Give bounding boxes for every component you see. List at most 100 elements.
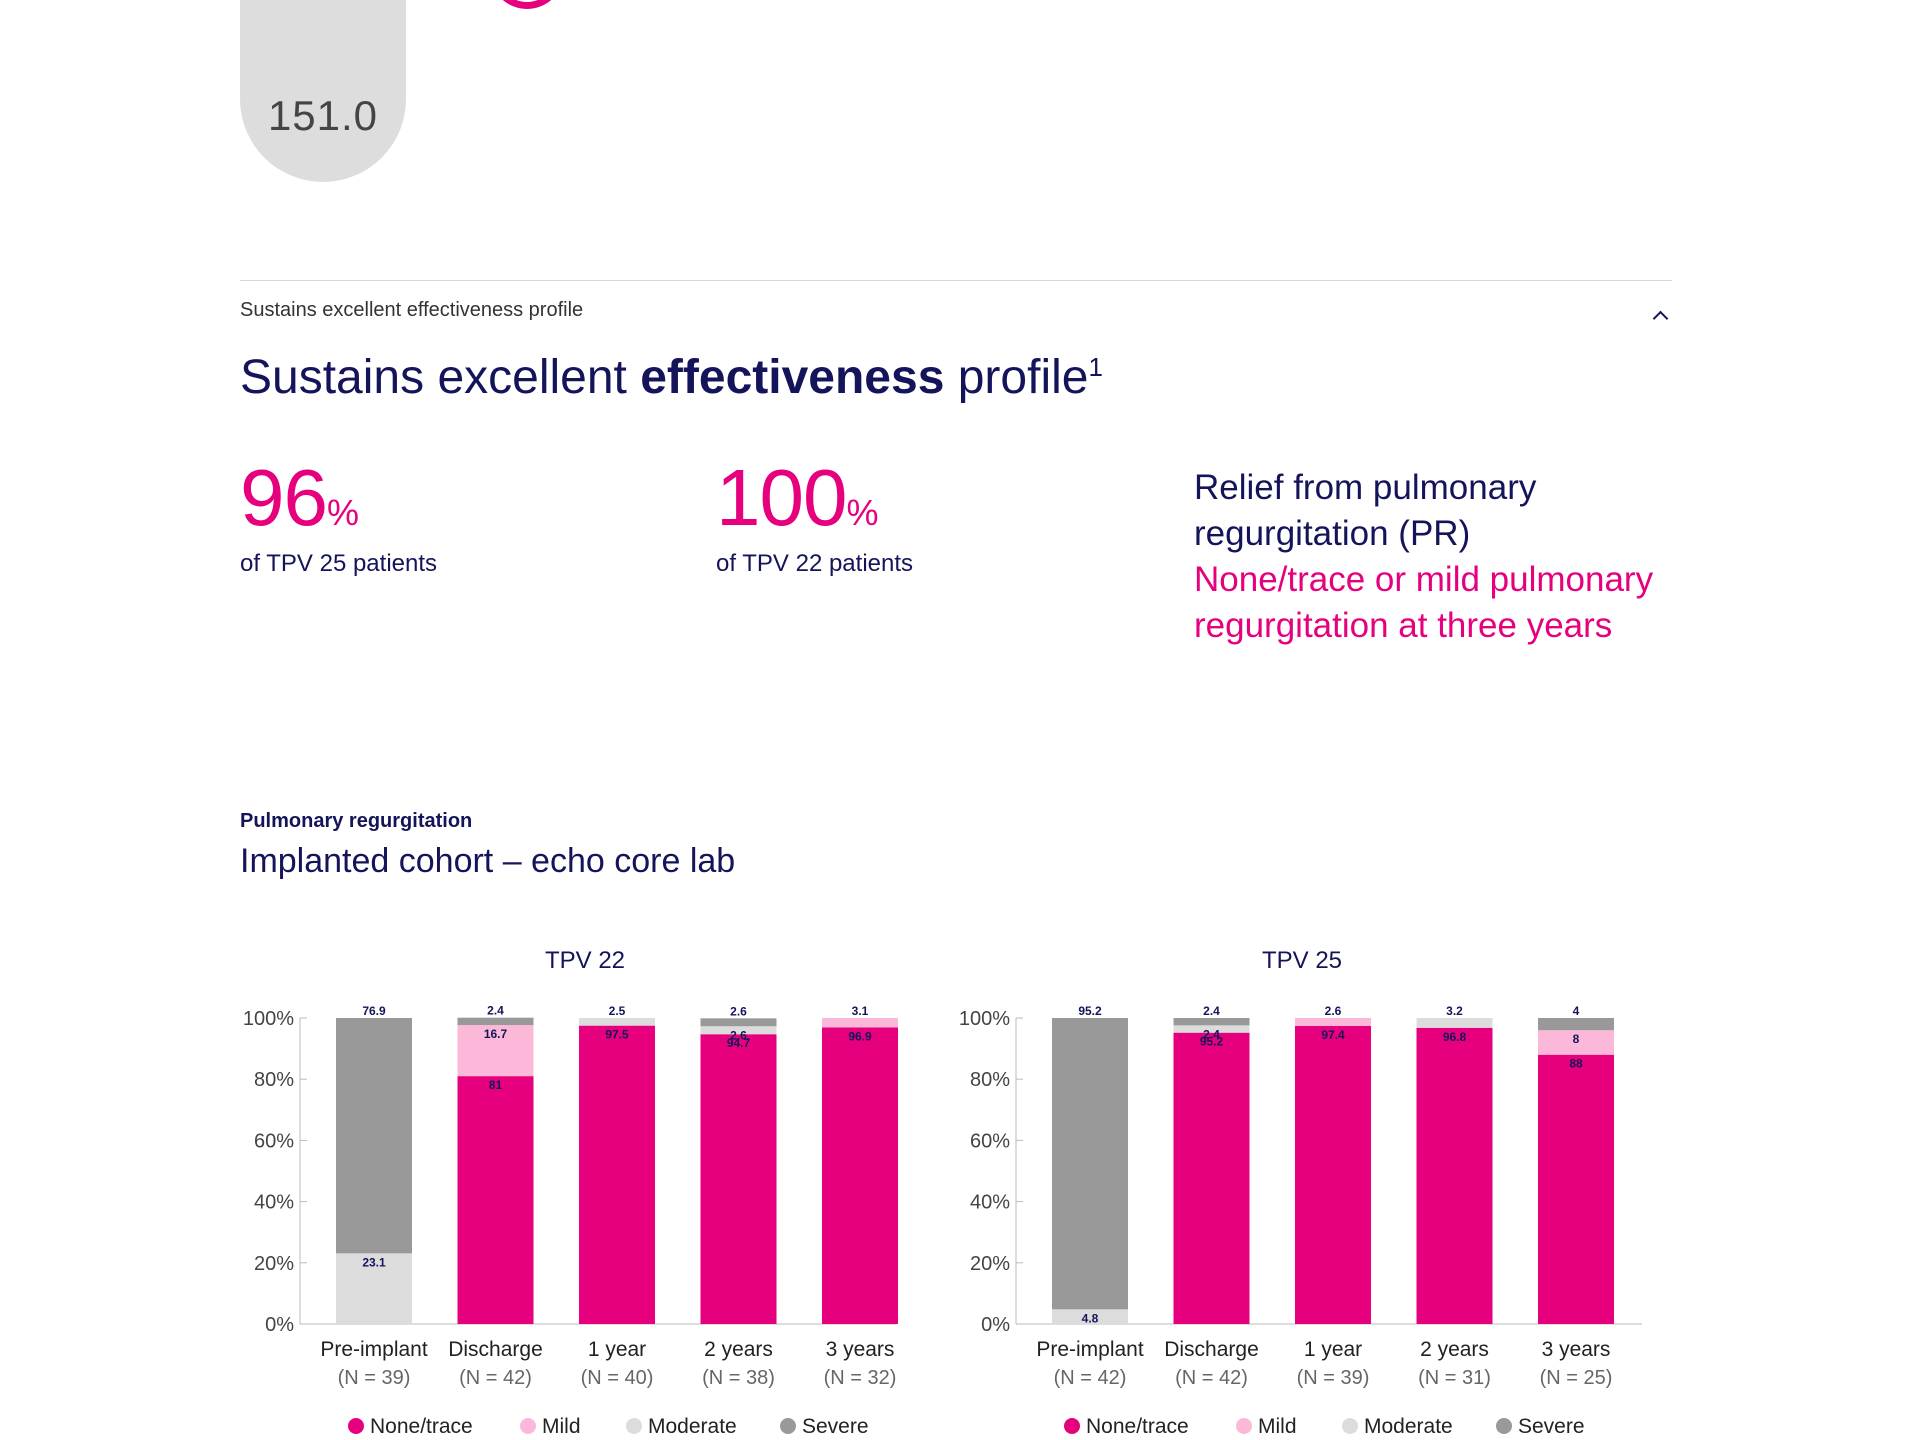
data-label: 16.7 <box>484 1027 508 1041</box>
bar-segment <box>1538 1030 1614 1055</box>
section-title-text-end: profile <box>944 351 1089 404</box>
data-label: 2.4 <box>1203 1027 1220 1041</box>
relief-block: Relief from pulmonary regurgitation (PR)… <box>1194 465 1654 649</box>
data-label: 23.1 <box>362 1255 386 1269</box>
legend-swatch <box>1342 1418 1358 1434</box>
legend-label: Mild <box>1258 1415 1297 1438</box>
bar-segment <box>457 1076 534 1324</box>
data-label: 3.1 <box>852 1004 869 1018</box>
stat-value: 96 <box>240 453 328 542</box>
x-n-label: (N = 31) <box>1418 1367 1491 1389</box>
legend-label: None/trace <box>370 1415 473 1438</box>
y-tick-label: 60% <box>970 1130 1010 1152</box>
data-label: 97.4 <box>1321 1028 1345 1042</box>
x-category-label: Discharge <box>448 1338 543 1361</box>
stat-unit: % <box>326 492 359 533</box>
bar-segment <box>336 1253 412 1324</box>
x-category-label: 2 years <box>1420 1338 1489 1361</box>
x-n-label: (N = 39) <box>1297 1367 1370 1389</box>
data-label: 97.5 <box>605 1028 629 1042</box>
y-tick-label: 40% <box>254 1192 294 1214</box>
legend-label: Severe <box>802 1415 869 1438</box>
value-card: 151.0 <box>240 0 406 182</box>
y-tick-label: 0% <box>265 1314 294 1336</box>
x-n-label: (N = 39) <box>338 1367 411 1389</box>
legend-swatch <box>520 1418 536 1434</box>
bar-segment <box>822 1027 898 1324</box>
x-category-label: 1 year <box>1304 1338 1362 1361</box>
data-label: 76.9 <box>362 1004 386 1018</box>
x-category-label: Pre-implant <box>1036 1338 1144 1361</box>
legend-swatch <box>626 1418 642 1434</box>
data-label: 95.2 <box>1078 1004 1102 1018</box>
stat-block-tpv22: 100% of TPV 22 patients <box>716 458 913 578</box>
stat-value: 100 <box>716 453 847 542</box>
legend-label: Moderate <box>1364 1415 1453 1438</box>
legend-label: None/trace <box>1086 1415 1189 1438</box>
x-n-label: (N = 32) <box>824 1367 897 1389</box>
legend-swatch <box>1064 1418 1080 1434</box>
data-label: 4.8 <box>1082 1311 1099 1325</box>
chart-title: TPV 22 <box>545 947 625 974</box>
bar-segment <box>1173 1025 1250 1033</box>
y-tick-label: 80% <box>254 1069 294 1091</box>
accordion-label[interactable]: Sustains excellent effectiveness profile <box>240 299 584 321</box>
section-title-text: Sustains excellent <box>240 351 641 404</box>
bar-segment <box>1295 1025 1371 1324</box>
bar-segment <box>1416 1027 1493 1324</box>
footnote-ref[interactable]: 1 <box>1088 352 1103 382</box>
legend-swatch <box>780 1418 796 1434</box>
bar-segment <box>1173 1032 1250 1324</box>
x-n-label: (N = 40) <box>581 1367 654 1389</box>
x-category-label: 1 year <box>588 1338 646 1361</box>
x-n-label: (N = 38) <box>702 1367 775 1389</box>
bar-segment <box>1538 1018 1614 1031</box>
legend-swatch <box>1496 1418 1512 1434</box>
bar-segment <box>1173 1018 1250 1026</box>
data-label: 8 <box>1573 1032 1580 1046</box>
data-label: 96.9 <box>848 1029 872 1043</box>
legend-label: Moderate <box>648 1415 737 1438</box>
chart-kicker: Pulmonary regurgitation <box>240 810 473 832</box>
bar-segment <box>579 1018 655 1026</box>
data-label: 2.4 <box>487 1004 504 1018</box>
bar-segment <box>1052 1018 1128 1310</box>
data-label: 2.6 <box>730 1004 747 1018</box>
x-category-label: Pre-implant <box>320 1338 428 1361</box>
value-card-number: 151.0 <box>267 92 379 139</box>
chart-heading: Implanted cohort – echo core lab <box>240 842 736 880</box>
data-label: 3.2 <box>1446 1004 1463 1018</box>
x-n-label: (N = 42) <box>1054 1367 1127 1389</box>
bar-segment <box>336 1018 412 1254</box>
data-label: 94.7 <box>727 1036 751 1050</box>
x-category-label: 3 years <box>826 1338 895 1361</box>
x-n-label: (N = 42) <box>1175 1367 1248 1389</box>
chart-title: TPV 25 <box>1262 947 1342 974</box>
y-tick-label: 60% <box>254 1130 294 1152</box>
y-tick-label: 40% <box>970 1192 1010 1214</box>
bar-segment <box>1416 1018 1493 1028</box>
y-tick-label: 80% <box>970 1069 1010 1091</box>
x-n-label: (N = 42) <box>459 1367 532 1389</box>
data-label: 4 <box>1573 1004 1580 1018</box>
stat-block-tpv25: 96% of TPV 25 patients <box>240 458 437 578</box>
stat-unit: % <box>846 492 879 533</box>
relief-subtext: None/trace or mild pulmonary regurgitati… <box>1194 560 1654 645</box>
y-tick-label: 100% <box>243 1008 294 1030</box>
y-tick-label: 100% <box>959 1008 1010 1030</box>
data-label: 2.5 <box>609 1004 626 1018</box>
bar-segment <box>1538 1054 1614 1324</box>
y-tick-label: 20% <box>254 1253 294 1275</box>
bar-segment <box>700 1018 777 1027</box>
data-label: 95.2 <box>1200 1035 1224 1049</box>
x-category-label: Discharge <box>1164 1338 1259 1361</box>
data-label: 2.4 <box>1203 1004 1220 1018</box>
stat-caption: of TPV 25 patients <box>240 550 438 577</box>
legend-swatch <box>348 1418 364 1434</box>
data-label: 81 <box>489 1078 503 1092</box>
x-category-label: 3 years <box>1542 1338 1611 1361</box>
y-tick-label: 0% <box>981 1314 1010 1336</box>
data-label: 2.6 <box>730 1028 747 1042</box>
relief-heading: Relief from pulmonary regurgitation (PR) <box>1194 468 1537 553</box>
